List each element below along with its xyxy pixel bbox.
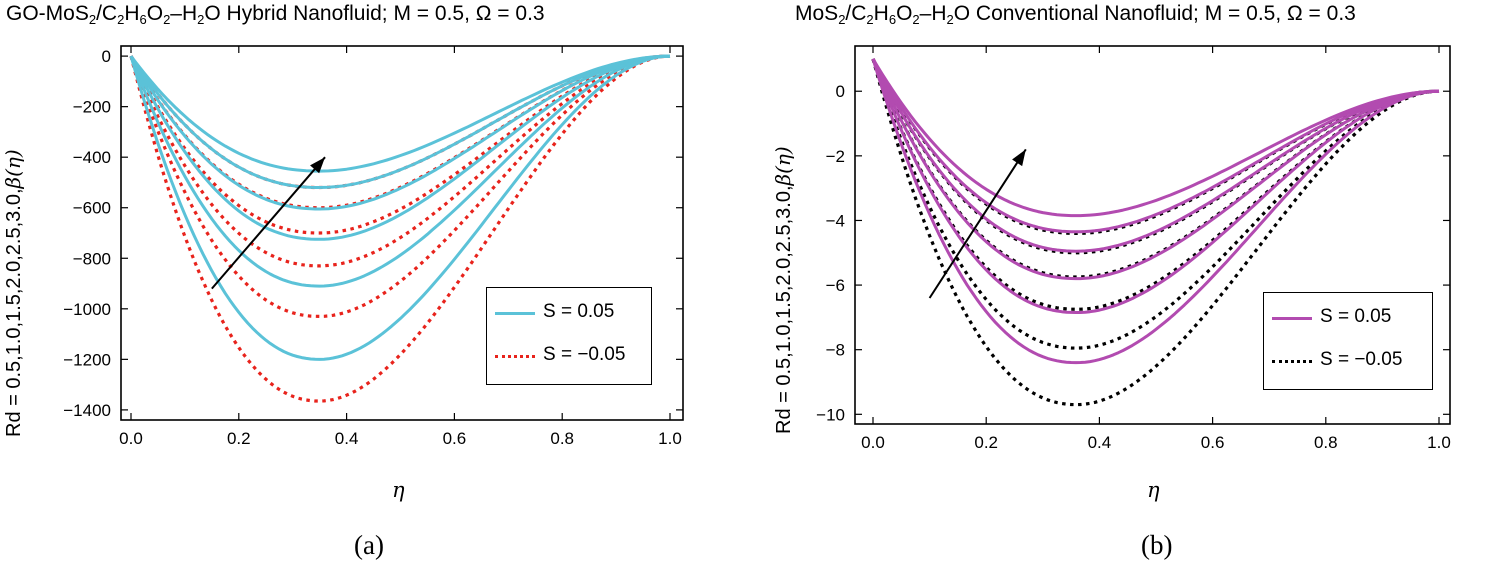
x-tick-label: 0.4 xyxy=(335,429,359,448)
y-tick-label: −4 xyxy=(826,211,845,230)
y-tick-label: −10 xyxy=(816,405,845,424)
x-tick-label: 0.8 xyxy=(550,429,574,448)
legend-swatch-solid xyxy=(1272,317,1312,320)
series-solid-curve xyxy=(871,58,1440,314)
series-solid-curve xyxy=(129,54,671,173)
x-tick-label: 0.6 xyxy=(443,429,467,448)
series-solid-curve xyxy=(129,54,671,361)
plot-frame xyxy=(120,45,684,421)
series-solid-curve xyxy=(871,58,1440,365)
legend-label: S = −0.05 xyxy=(543,344,626,365)
y-axis-label: Rd = 0.5,1.0,1.5,2.0,2.5,3.0,β(η) xyxy=(771,146,795,434)
chart-panel-a: GO-MoS2/C2H6O2–H2O Hybrid Nanofluid; M =… xyxy=(1,2,684,560)
series-solid-curve xyxy=(129,54,671,189)
series-solid-curve xyxy=(871,58,1440,281)
x-axis-label: η xyxy=(1147,478,1160,502)
series-solid-curve xyxy=(871,58,1440,218)
y-tick-label: 0 xyxy=(836,82,845,101)
legend-label: S = −0.05 xyxy=(1320,349,1403,370)
y-tick-label: −400 xyxy=(73,148,111,167)
rd-arrow-head xyxy=(1012,149,1026,167)
legend-swatch-dotted xyxy=(495,355,535,358)
x-tick-label: 0.6 xyxy=(1201,433,1225,452)
series-dotted-curve xyxy=(129,54,671,403)
legend: S = 0.05 S = −0.05 xyxy=(486,287,652,385)
x-tick-label: 0.8 xyxy=(1314,433,1338,452)
series-dotted-curve xyxy=(871,58,1440,235)
chart-title: MoS2/C2H6O2–H2O Conventional Nanofluid; … xyxy=(795,2,1356,27)
y-tick-label: −8 xyxy=(826,341,845,360)
series-dotted-curve xyxy=(871,58,1440,407)
x-tick-label: 1.0 xyxy=(658,429,682,448)
x-tick-label: 0.2 xyxy=(974,433,998,452)
series-dotted-curve xyxy=(129,54,671,318)
plot-svg: 0.0 0.2 0.4 0.6 0.8 1.0 0 −2 −4 −6 −8 −10 xyxy=(816,45,1451,452)
legend-label: S = 0.05 xyxy=(543,301,615,322)
legend-swatch-solid xyxy=(495,312,535,315)
x-tick-label: 1.0 xyxy=(1427,433,1451,452)
legend: S = 0.05 S = −0.05 xyxy=(1263,292,1433,390)
x-tick-label: 0.0 xyxy=(119,429,143,448)
series-solid-curve xyxy=(129,54,671,241)
y-tick-label: −6 xyxy=(826,276,845,295)
x-tick-label: 0.4 xyxy=(1088,433,1112,452)
series-solid-curve xyxy=(871,58,1440,234)
y-tick-label: −600 xyxy=(73,199,111,218)
series-dotted-curve xyxy=(871,58,1440,255)
y-tick-label: −1200 xyxy=(63,350,111,369)
y-tick-label: 0 xyxy=(102,47,111,66)
y-tick-label: −1000 xyxy=(63,300,111,319)
rd-arrow-shaft xyxy=(928,148,1027,299)
y-axis-label: Rd = 0.5,1.0,1.5,2.0,2.5,3.0,β(η) xyxy=(1,149,25,437)
series-dotted-curve xyxy=(871,58,1440,350)
y-tick-label: −800 xyxy=(73,249,111,268)
plot-svg: 0.0 0.2 0.4 0.6 0.8 1.0 0 −200 −400 −600 −800 −1000… xyxy=(63,45,684,448)
y-tick-label: −2 xyxy=(826,147,845,166)
x-tick-label: 0.0 xyxy=(861,433,885,452)
legend-label: S = 0.05 xyxy=(1320,306,1392,327)
series-dotted-curve xyxy=(129,54,671,268)
x-axis-label: η xyxy=(392,478,405,502)
chart-panel-b: MoS2/C2H6O2–H2O Conventional Nanofluid; … xyxy=(751,0,1502,569)
y-tick-label: −200 xyxy=(73,98,111,117)
panel-caption: (a) xyxy=(354,530,384,560)
legend-swatch-dotted xyxy=(1272,360,1312,363)
rd-arrow-shaft xyxy=(211,156,326,290)
rd-arrow-head xyxy=(310,157,326,174)
x-tick-label: 0.2 xyxy=(227,429,251,448)
y-tick-label: −1400 xyxy=(63,401,111,420)
chart-title: GO-MoS2/C2H6O2–H2O Hybrid Nanofluid; M =… xyxy=(6,2,545,27)
series-solid-curve xyxy=(129,54,671,211)
plot-frame xyxy=(854,45,1451,425)
series-solid-curve xyxy=(129,54,671,288)
panel-caption: (b) xyxy=(1141,530,1173,560)
series-solid-curve xyxy=(871,58,1440,253)
